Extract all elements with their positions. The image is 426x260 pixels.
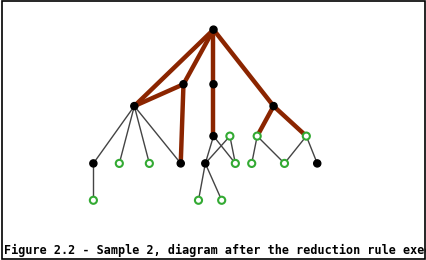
Circle shape	[201, 160, 208, 167]
Text: Figure 2.2 - Sample 2, diagram after the reduction rule execution: Figure 2.2 - Sample 2, diagram after the…	[4, 244, 426, 257]
Circle shape	[302, 133, 309, 140]
Circle shape	[130, 102, 138, 110]
Circle shape	[179, 81, 187, 88]
Circle shape	[248, 160, 255, 167]
Circle shape	[210, 133, 216, 140]
Circle shape	[89, 197, 97, 204]
Circle shape	[218, 197, 225, 204]
Circle shape	[195, 197, 201, 204]
Circle shape	[177, 160, 184, 167]
Circle shape	[313, 160, 320, 167]
Circle shape	[269, 102, 276, 110]
Circle shape	[226, 133, 233, 140]
Circle shape	[210, 81, 216, 88]
Circle shape	[280, 160, 288, 167]
Circle shape	[231, 160, 238, 167]
Circle shape	[89, 160, 97, 167]
Circle shape	[145, 160, 153, 167]
Circle shape	[115, 160, 123, 167]
Circle shape	[210, 26, 216, 33]
Circle shape	[253, 133, 260, 140]
